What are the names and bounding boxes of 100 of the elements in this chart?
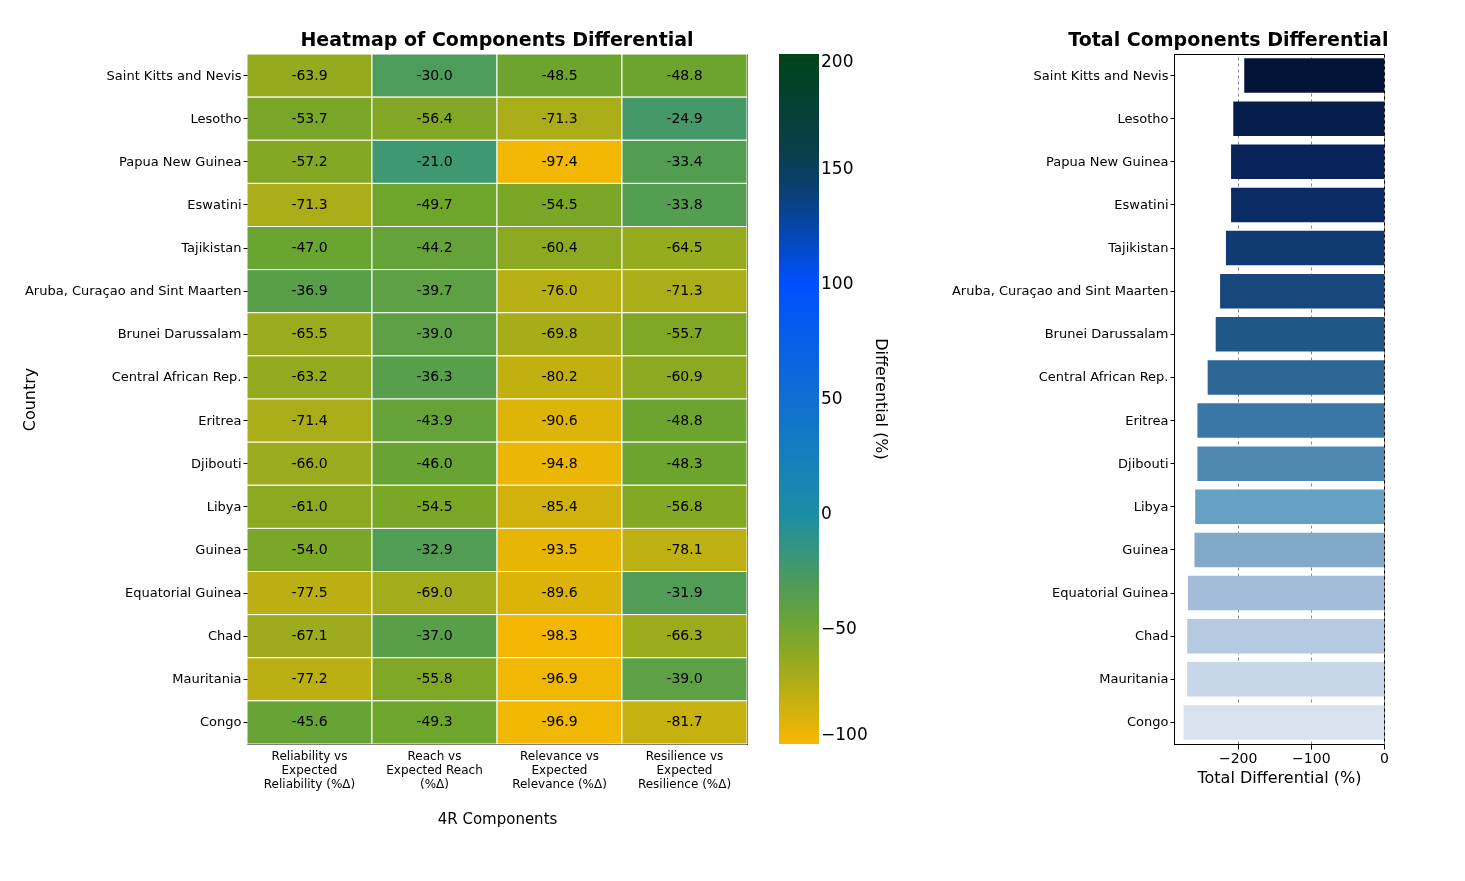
data-label: -49.7	[416, 195, 453, 212]
data-label: -77.2	[291, 670, 328, 687]
data-label: -37.0	[416, 627, 453, 644]
y-tick-label: Tajikistan	[1107, 240, 1169, 256]
data-label: -39.7	[416, 282, 453, 299]
data-label: -98.3	[541, 627, 578, 644]
y-tick-label: Equatorial Guinea	[124, 585, 242, 601]
color-bar-label: 150	[821, 158, 854, 178]
data-label: -66.0	[291, 454, 328, 471]
y-tick-label: Lesotho	[1117, 110, 1169, 126]
data-label: -48.8	[666, 411, 703, 428]
data-label: -96.9	[541, 670, 578, 687]
data-label: -48.5	[541, 66, 578, 83]
y-tick-label: Saint Kitts and Nevis	[1033, 67, 1169, 83]
data-label: -57.2	[291, 152, 328, 169]
data-label: -56.8	[666, 497, 703, 514]
data-label: -32.9	[416, 540, 453, 557]
data-label: -55.7	[666, 325, 703, 342]
data-label: -60.9	[666, 368, 703, 385]
data-label: -96.9	[541, 713, 578, 730]
data-label: -71.4	[291, 411, 328, 428]
chart-title: Heatmap of Components Differential	[300, 27, 694, 50]
data-label: -71.3	[666, 282, 703, 299]
data-label: -47.0	[291, 239, 328, 256]
data-label: -77.5	[291, 584, 328, 601]
color-bar-label: 100	[821, 273, 854, 293]
data-label: -93.5	[541, 540, 578, 557]
y-tick-label: Central African Rep.	[111, 369, 242, 385]
data-label: -69.0	[416, 584, 453, 601]
y-tick-label: Central African Rep.	[1038, 369, 1169, 385]
data-label: -53.7	[291, 109, 328, 126]
x-tick-label: Relevance vs Expected Relevance (%Δ)	[512, 748, 607, 791]
data-label: -31.9	[666, 584, 703, 601]
y-tick-label: Aruba, Curaçao and Sint Maarten	[951, 283, 1169, 299]
x-axis-title: Total Differential (%)	[1196, 767, 1362, 787]
data-label: -85.4	[541, 497, 578, 514]
data-label: -67.1	[291, 627, 328, 644]
data-label: -44.2	[416, 239, 453, 256]
y-tick-label: Congo	[1127, 714, 1169, 730]
data-label: -39.0	[416, 325, 453, 342]
x-tick-label: 0	[1380, 749, 1389, 766]
y-tick-label: Brunei Darussalam	[117, 326, 242, 342]
data-label: -55.8	[416, 670, 453, 687]
data-label: -36.9	[291, 282, 328, 299]
data-label: -97.4	[541, 152, 578, 169]
x-axis-title: 4R Components	[437, 809, 558, 828]
data-label: -94.8	[541, 454, 578, 471]
y-tick-label: Lesotho	[190, 110, 242, 126]
y-tick-label: Eswatini	[1114, 196, 1169, 212]
data-label: -30.0	[416, 66, 453, 83]
data-label: -90.6	[541, 411, 578, 428]
y-tick-label: Eritrea	[198, 412, 242, 428]
data-label: -24.9	[666, 109, 703, 126]
y-tick-label: Djibouti	[1118, 455, 1169, 471]
data-label: -36.3	[416, 368, 453, 385]
x-tick-label: Reach vs Expected Reach (%Δ)	[386, 748, 483, 791]
data-label: -69.8	[541, 325, 578, 342]
y-tick-label: Equatorial Guinea	[1051, 585, 1169, 601]
y-tick-label: Aruba, Curaçao and Sint Maarten	[24, 283, 242, 299]
data-label: -89.6	[541, 584, 578, 601]
y-tick-label: Chad	[1134, 628, 1169, 644]
y-tick-label: Brunei Darussalam	[1044, 326, 1169, 342]
y-tick-label: Eritrea	[1125, 412, 1169, 428]
data-label: -46.0	[416, 454, 453, 471]
data-label: -80.2	[541, 368, 578, 385]
data-label: -48.3	[666, 454, 703, 471]
color-bar-title: Differential (%)	[872, 338, 891, 460]
y-tick-label: Guinea	[195, 541, 242, 557]
color-bar-label: 0	[821, 503, 832, 523]
y-tick-label: Papua New Guinea	[119, 153, 242, 169]
data-label: -43.9	[416, 411, 453, 428]
y-tick-label: Tajikistan	[180, 240, 242, 256]
data-label: -54.0	[291, 540, 328, 557]
chart-title: Total Components Differential	[1068, 28, 1389, 50]
data-label: -33.8	[666, 195, 703, 212]
color-bar-label: −50	[821, 618, 857, 638]
y-tick-label: Saint Kitts and Nevis	[106, 67, 242, 83]
data-label: -49.3	[416, 713, 453, 730]
y-tick-label: Eswatini	[187, 196, 242, 212]
data-label: -54.5	[541, 195, 578, 212]
data-label: -48.8	[666, 66, 703, 83]
data-label: -33.4	[666, 152, 703, 169]
x-tick-label: −100	[1292, 749, 1331, 766]
data-label: -54.5	[416, 497, 453, 514]
y-axis-title: Country	[19, 367, 39, 432]
color-bar-label: 50	[821, 388, 843, 408]
data-label: -63.2	[291, 368, 328, 385]
y-tick-label: Libya	[206, 498, 242, 514]
data-label: -76.0	[541, 282, 578, 299]
x-tick-label: −200	[1218, 749, 1258, 766]
y-tick-label: Chad	[207, 628, 242, 644]
data-label: -66.3	[666, 627, 703, 644]
data-label: -64.5	[666, 239, 703, 256]
y-tick-label: Mauritania	[172, 671, 242, 687]
y-tick-label: Djibouti	[191, 455, 242, 471]
data-label: -60.4	[541, 239, 578, 256]
y-tick-label: Papua New Guinea	[1046, 153, 1169, 169]
data-label: -61.0	[291, 497, 328, 514]
data-label: -63.9	[291, 66, 328, 83]
data-label: -45.6	[291, 713, 328, 730]
